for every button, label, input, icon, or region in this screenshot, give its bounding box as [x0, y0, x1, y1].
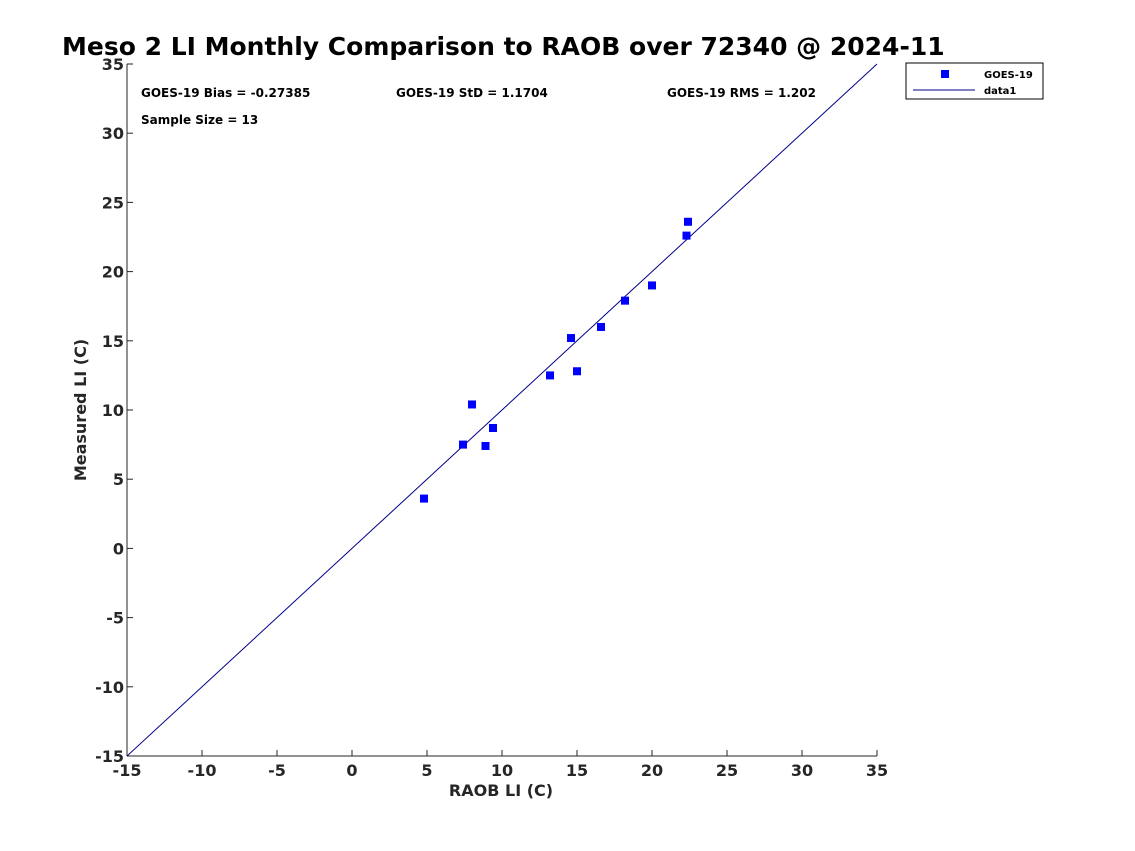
- data-point-goes19: [648, 281, 656, 290]
- y-tick-label: 25: [102, 193, 124, 212]
- data-point-goes19: [420, 494, 428, 503]
- x-tick-label: 0: [346, 761, 357, 780]
- sample-size-annotation: Sample Size = 13: [141, 113, 258, 127]
- data-point-goes19: [546, 371, 554, 380]
- data-point-goes19: [684, 217, 692, 226]
- x-tick-label: 5: [421, 761, 432, 780]
- data-point-goes19: [489, 423, 497, 432]
- y-tick-label: 5: [113, 470, 124, 489]
- x-tick-label: 25: [716, 761, 738, 780]
- data-point-goes19: [481, 441, 490, 450]
- legend-label-goes19: GOES-19: [984, 70, 1033, 81]
- data-point-goes19: [597, 322, 605, 331]
- data-point-goes19: [459, 440, 467, 449]
- legend: GOES-19 data1: [905, 62, 1044, 100]
- y-tick-label: 15: [102, 332, 124, 351]
- x-tick-label: 20: [641, 761, 663, 780]
- x-tick-label: -10: [188, 761, 217, 780]
- data-point-goes19: [567, 334, 575, 343]
- y-tick-label: 0: [113, 539, 124, 558]
- y-axis-label: Measured LI (C): [71, 339, 90, 481]
- x-tick-label: 30: [791, 761, 813, 780]
- legend-label-data1: data1: [984, 86, 1016, 97]
- y-tick-label: 20: [102, 263, 124, 282]
- y-tick-label: -10: [95, 678, 124, 697]
- x-tick-label: 15: [566, 761, 588, 780]
- x-tick-label: -5: [268, 761, 286, 780]
- bias-annotation: GOES-19 Bias = -0.27385: [141, 86, 310, 100]
- y-tick-label: 35: [102, 55, 124, 74]
- x-tick-label: 35: [866, 761, 888, 780]
- chart-title: Meso 2 LI Monthly Comparison to RAOB ove…: [62, 32, 945, 61]
- std-annotation: GOES-19 StD = 1.1704: [396, 86, 548, 100]
- legend-box: [905, 62, 1044, 100]
- rms-annotation: GOES-19 RMS = 1.202: [667, 86, 816, 100]
- x-axis-ticks: -15 -10 -5 0 5 10 15 20 25 30 35: [113, 750, 888, 780]
- plot-series: [126, 63, 878, 757]
- data-point-goes19: [621, 296, 629, 305]
- data-point-goes19: [573, 367, 581, 376]
- y-tick-label: 30: [102, 124, 124, 143]
- y-tick-label: 10: [102, 401, 124, 420]
- y-tick-label: -15: [95, 747, 124, 766]
- data-point-goes19: [682, 231, 691, 240]
- legend-marker-goes19: [941, 70, 949, 78]
- x-tick-label: 10: [491, 761, 513, 780]
- y-axis-ticks: -15 -10 -5 0 5 10 15 20 25 30 35: [95, 55, 133, 766]
- x-tick-label: -15: [113, 761, 142, 780]
- data-point-goes19: [468, 400, 476, 409]
- series-line-data1: [126, 63, 878, 757]
- x-axis-label: RAOB LI (C): [449, 781, 553, 800]
- y-tick-label: -5: [106, 609, 124, 628]
